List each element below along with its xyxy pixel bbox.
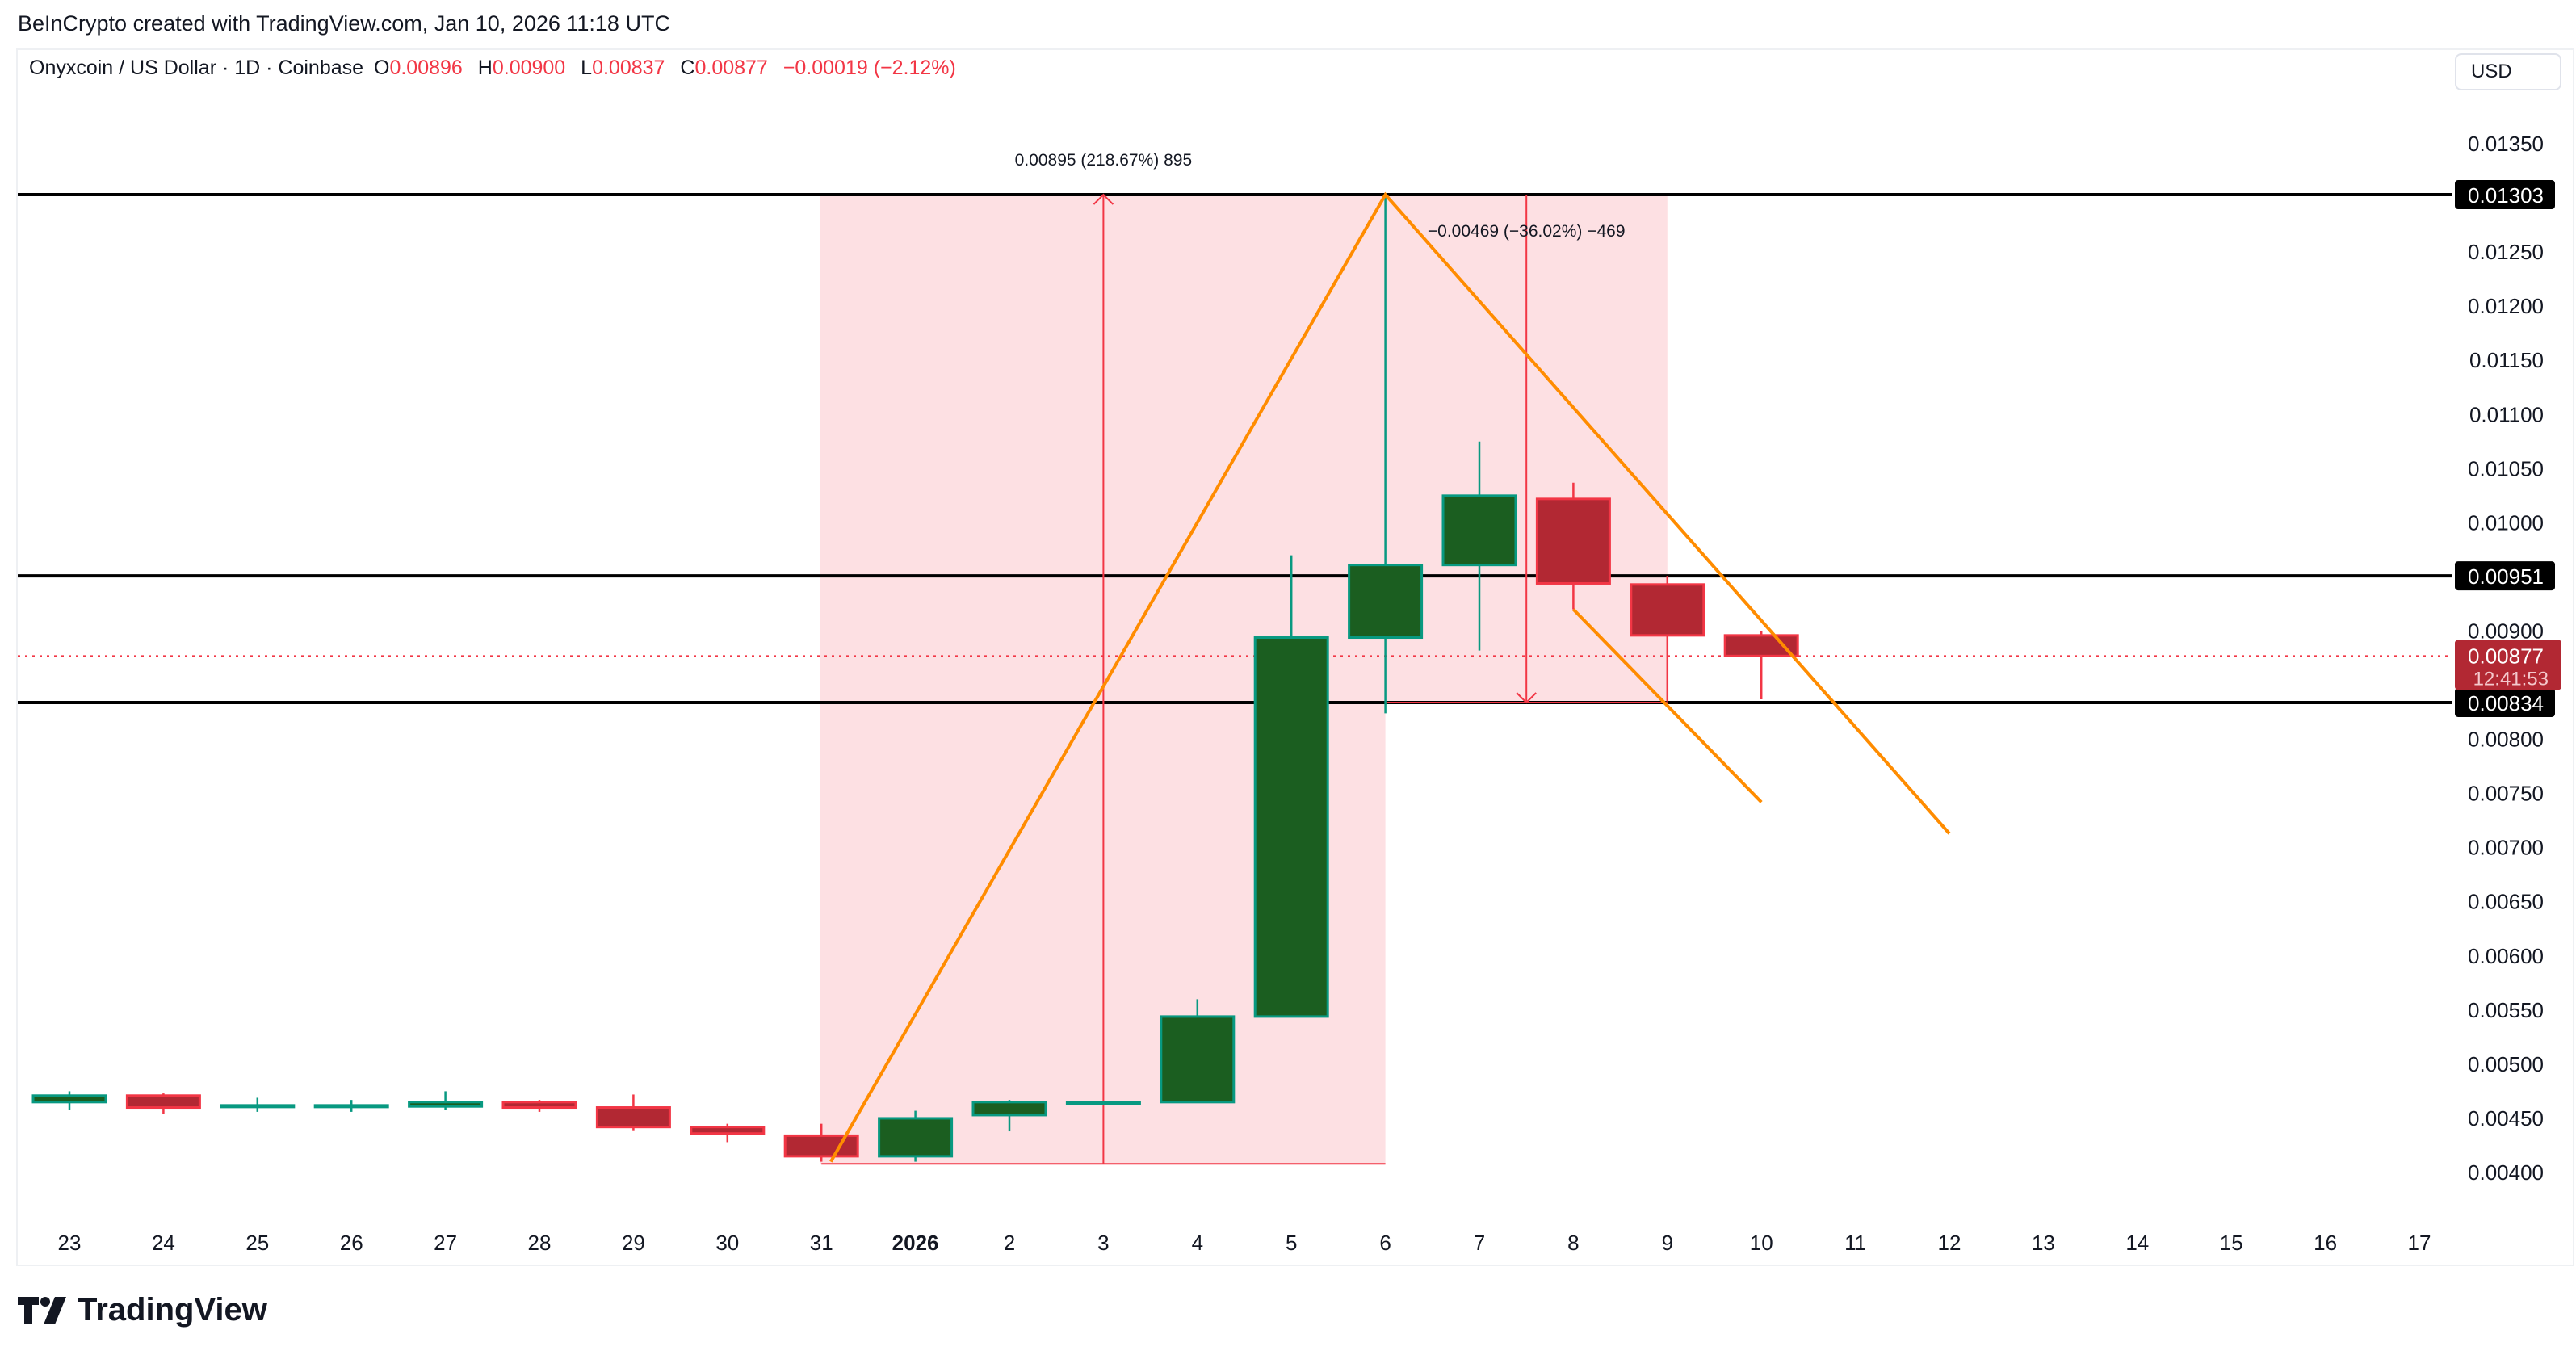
tradingview-logo-icon — [18, 1296, 66, 1324]
candle-body — [1723, 634, 1799, 657]
measure-label: −0.00469 (−36.02%) −469 — [1428, 222, 1626, 241]
low-label: L — [581, 57, 593, 79]
open-value: 0.00896 — [389, 57, 463, 79]
symbol-legend: Onyxcoin / US Dollar · 1D · Coinbase O0.… — [29, 57, 961, 80]
price-tick: 0.00500 — [2468, 1052, 2544, 1076]
time-tick: 25 — [245, 1231, 269, 1255]
price-tick: 0.01250 — [2468, 240, 2544, 264]
low-value: 0.00837 — [592, 57, 665, 79]
candle-body — [31, 1094, 107, 1104]
measure-arrowhead — [1093, 193, 1114, 205]
price-tick: 0.00900 — [2468, 619, 2544, 643]
level-price-label: 0.00834 — [2468, 691, 2544, 715]
time-tick: 7 — [1474, 1231, 1485, 1255]
time-tick: 6 — [1379, 1231, 1391, 1255]
price-tick: 0.01050 — [2468, 456, 2544, 480]
tradingview-logo: TradingView — [18, 1292, 267, 1328]
level-price-label: 0.00951 — [2468, 564, 2544, 589]
time-tick: 30 — [715, 1231, 739, 1255]
level-price-label: 0.01303 — [2468, 183, 2544, 208]
time-tick: 10 — [1750, 1231, 1773, 1255]
time-tick: 16 — [2314, 1231, 2337, 1255]
currency-button[interactable]: USD — [2455, 53, 2561, 90]
level-price-badge — [2455, 687, 2555, 717]
time-tick: 29 — [622, 1231, 645, 1255]
candle-body — [1253, 636, 1329, 1018]
price-tick: 0.01100 — [2469, 402, 2544, 426]
candle-body — [595, 1106, 671, 1129]
time-tick: 8 — [1567, 1231, 1579, 1255]
close-label: C — [680, 57, 695, 79]
measure-label: 0.00895 (218.67%) 895 — [1015, 151, 1193, 170]
candle-body — [220, 1104, 296, 1109]
chart-frame — [16, 48, 2574, 1266]
last-price-label: 0.00877 — [2468, 644, 2544, 668]
time-tick: 12 — [1938, 1231, 1961, 1255]
price-tick: 0.01200 — [2468, 294, 2544, 318]
candle-body — [1630, 583, 1705, 637]
price-tick: 0.00700 — [2468, 836, 2544, 860]
candle-body — [971, 1101, 1047, 1117]
time-tick: 4 — [1192, 1231, 1203, 1255]
time-tick: 13 — [2032, 1231, 2055, 1255]
candle-body — [1160, 1015, 1236, 1104]
price-tick: 0.01150 — [2469, 348, 2544, 372]
price-tick: 0.01000 — [2468, 510, 2544, 535]
price-tick: 0.00750 — [2468, 782, 2544, 806]
high-label: H — [477, 57, 493, 79]
level-price-badge — [2455, 180, 2555, 210]
candle-body — [313, 1104, 389, 1109]
time-tick: 2 — [1004, 1231, 1015, 1255]
candle-body — [1065, 1101, 1141, 1105]
time-tick: 17 — [2408, 1231, 2431, 1255]
time-tick: 31 — [810, 1231, 833, 1255]
time-tick: 15 — [2220, 1231, 2243, 1255]
candle-body — [1535, 497, 1611, 585]
close-value: 0.00877 — [694, 57, 768, 79]
time-tick: 24 — [152, 1231, 175, 1255]
candle-body — [690, 1126, 766, 1135]
time-tick: 5 — [1286, 1231, 1297, 1255]
candle-body — [408, 1101, 484, 1108]
candle-body — [1348, 564, 1424, 640]
trendline — [1571, 608, 1763, 803]
time-tick: 3 — [1097, 1231, 1109, 1255]
candle-body — [878, 1117, 954, 1158]
trendline — [829, 191, 1951, 1163]
price-tick: 0.01350 — [2468, 132, 2544, 156]
time-tick: 14 — [2125, 1231, 2149, 1255]
level-price-badge — [2455, 561, 2555, 591]
high-value: 0.00900 — [492, 57, 566, 79]
time-tick: 26 — [340, 1231, 363, 1255]
candle-body — [501, 1101, 577, 1110]
candle-body — [125, 1094, 201, 1110]
countdown-label: 12:41:53 — [2473, 668, 2549, 690]
time-tick: 2026 — [892, 1231, 939, 1255]
price-tick: 0.00650 — [2468, 890, 2544, 914]
price-tick: 0.00400 — [2468, 1160, 2544, 1185]
chart-credit: BeInCrypto created with TradingView.com,… — [18, 11, 670, 36]
open-label: O — [374, 57, 390, 79]
price-tick: 0.00450 — [2468, 1106, 2544, 1131]
price-tick: 0.00600 — [2468, 944, 2544, 968]
time-tick: 23 — [58, 1231, 82, 1255]
time-tick: 27 — [434, 1231, 457, 1255]
price-tick: 0.00800 — [2468, 728, 2544, 752]
candle-body — [1441, 494, 1517, 567]
price-tick: 0.00550 — [2468, 998, 2544, 1022]
last-price-badge — [2455, 640, 2561, 690]
candle-body — [783, 1134, 859, 1158]
change-value: −0.00019 (−2.12%) — [782, 57, 956, 79]
time-tick: 11 — [1844, 1231, 1866, 1255]
time-tick: 9 — [1662, 1231, 1673, 1255]
time-tick: 28 — [528, 1231, 552, 1255]
symbol-title[interactable]: Onyxcoin / US Dollar · 1D · Coinbase — [29, 57, 364, 79]
brand-name: TradingView — [78, 1292, 267, 1328]
